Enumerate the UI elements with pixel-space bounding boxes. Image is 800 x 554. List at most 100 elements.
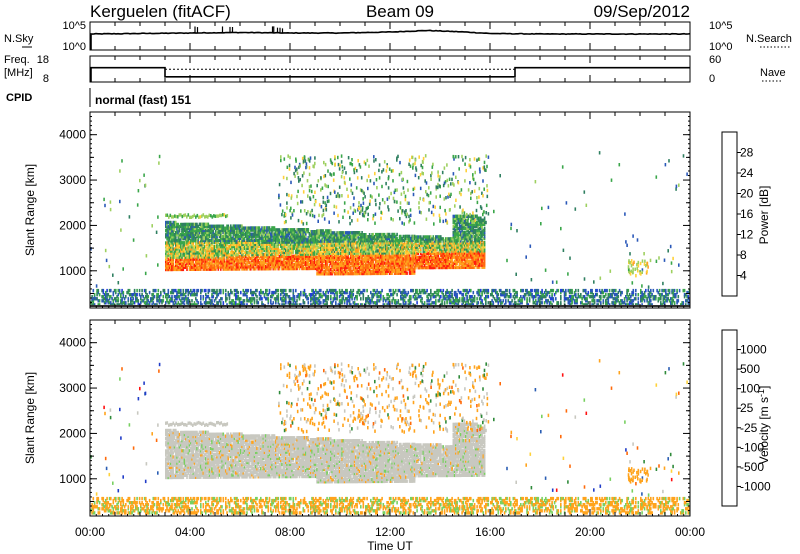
power-cell [306,252,308,256]
power-cell [425,247,427,251]
power-cell [241,246,243,251]
power-cell [282,175,285,180]
power-cell [470,265,472,269]
power-cell [168,222,171,227]
power-cell [418,243,421,247]
power-cell [300,250,302,254]
power-cell [385,239,387,243]
power-cell [180,265,182,269]
power-cell [417,257,420,262]
power-cell [441,261,443,266]
power-cell [296,258,298,263]
power-cell [353,261,356,266]
power-cell [188,247,191,251]
power-cell [460,253,462,257]
power-cell [206,226,208,231]
power-cell [355,271,357,276]
power-cell [455,249,457,253]
power-cell [315,264,317,269]
power-cell [435,251,437,255]
power-cell [246,240,248,245]
power-cell [216,230,218,235]
power-cell [215,238,217,243]
power-cell [317,239,320,243]
power-cell [251,252,253,257]
power-cell [406,255,408,259]
power-cell [482,249,485,253]
power-cell [207,263,210,267]
power-cell [298,236,301,240]
power-cell [238,244,241,249]
power-cell [416,259,418,264]
power-cell [277,228,280,232]
power-cell [337,261,340,266]
power-cell [283,250,286,254]
power-cell [301,256,303,260]
power-cell [278,238,281,242]
power-cell [230,265,232,269]
power-cell [331,241,333,245]
power-cell [427,193,430,198]
power-cell [382,257,385,261]
power-cell [182,226,185,231]
power-cell [231,228,233,232]
power-cell [445,261,447,266]
power-cell [276,250,278,255]
power-cell [345,243,347,247]
power-cell [461,249,463,253]
power-cell [436,251,438,255]
power-cell [238,230,241,234]
power-cell [320,239,322,243]
power-cell [286,252,288,256]
power-cell [467,243,470,247]
power-cell [472,245,475,249]
power-cell [443,255,446,259]
power-cell [361,251,363,255]
power-cell [216,232,218,237]
power-cell [200,236,202,241]
power-cell [356,257,358,261]
power-cell [340,253,342,257]
power-cell [382,271,385,276]
power-cell [176,251,178,255]
power-cell [168,243,171,247]
power-cell [406,253,408,257]
power-cell [317,253,320,258]
power-cell [425,255,427,260]
power-cell [288,232,291,236]
power-cell [185,239,187,243]
power-cell [367,259,370,263]
power-cell [276,244,278,248]
power-cell [448,237,451,241]
power-cell [397,245,400,249]
power-cell [220,259,222,263]
power-cell [166,253,168,257]
power-cell [378,255,381,259]
power-cell [440,245,442,249]
power-cell [380,261,382,265]
power-cell [373,237,376,241]
power-cell [165,259,167,263]
power-cell [482,218,485,222]
power-cell [187,245,190,249]
power-cell [220,267,222,271]
power-cell [248,232,251,236]
power-cell [417,266,420,270]
power-cell [472,232,475,237]
power-cell [350,257,352,261]
power-cell [417,263,420,268]
power-cell [236,257,238,261]
power-cell [352,247,355,251]
power-cell [205,249,207,253]
power-cell [425,259,427,264]
power-cell [195,224,197,229]
power-cell [456,237,458,241]
power-cell [261,236,263,240]
power-cell [406,251,408,255]
power-cell [476,253,478,257]
power-cell [467,214,470,218]
power-cell [431,249,433,253]
power-cell [272,262,275,267]
power-cell [315,238,317,242]
power-cell [487,212,490,216]
